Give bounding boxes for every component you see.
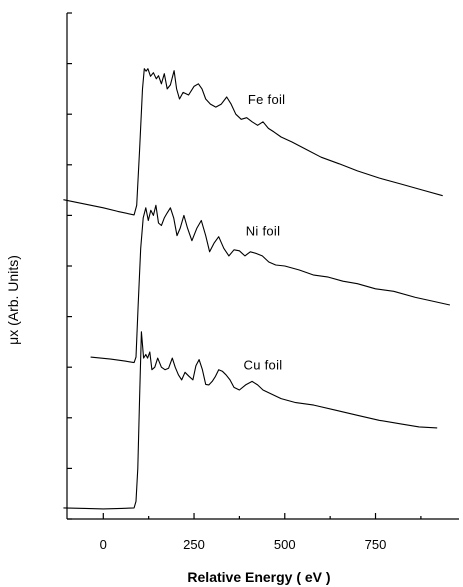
- x-tick-label: 750: [365, 537, 387, 552]
- x-axis-title: Relative Energy ( eV ): [187, 569, 330, 585]
- series-label-ni-foil: Ni foil: [246, 224, 281, 239]
- axes: 0 250 500 750: [66, 12, 459, 552]
- x-tick-label: 0: [100, 537, 107, 552]
- series-line-ni-foil: [90, 204, 451, 364]
- label-layer: Fe foil Ni foil Cu foil: [244, 92, 286, 373]
- series-layer: [63, 68, 451, 510]
- series-label-fe-foil: Fe foil: [248, 92, 286, 107]
- series-label-cu-foil: Cu foil: [244, 358, 283, 373]
- series-line-cu-foil: [63, 331, 438, 510]
- x-tick-label: 500: [274, 537, 296, 552]
- series-line-fe-foil: [63, 68, 443, 216]
- x-tick-label: 250: [183, 537, 205, 552]
- y-axis-title: μx (Arb. Units): [5, 255, 21, 345]
